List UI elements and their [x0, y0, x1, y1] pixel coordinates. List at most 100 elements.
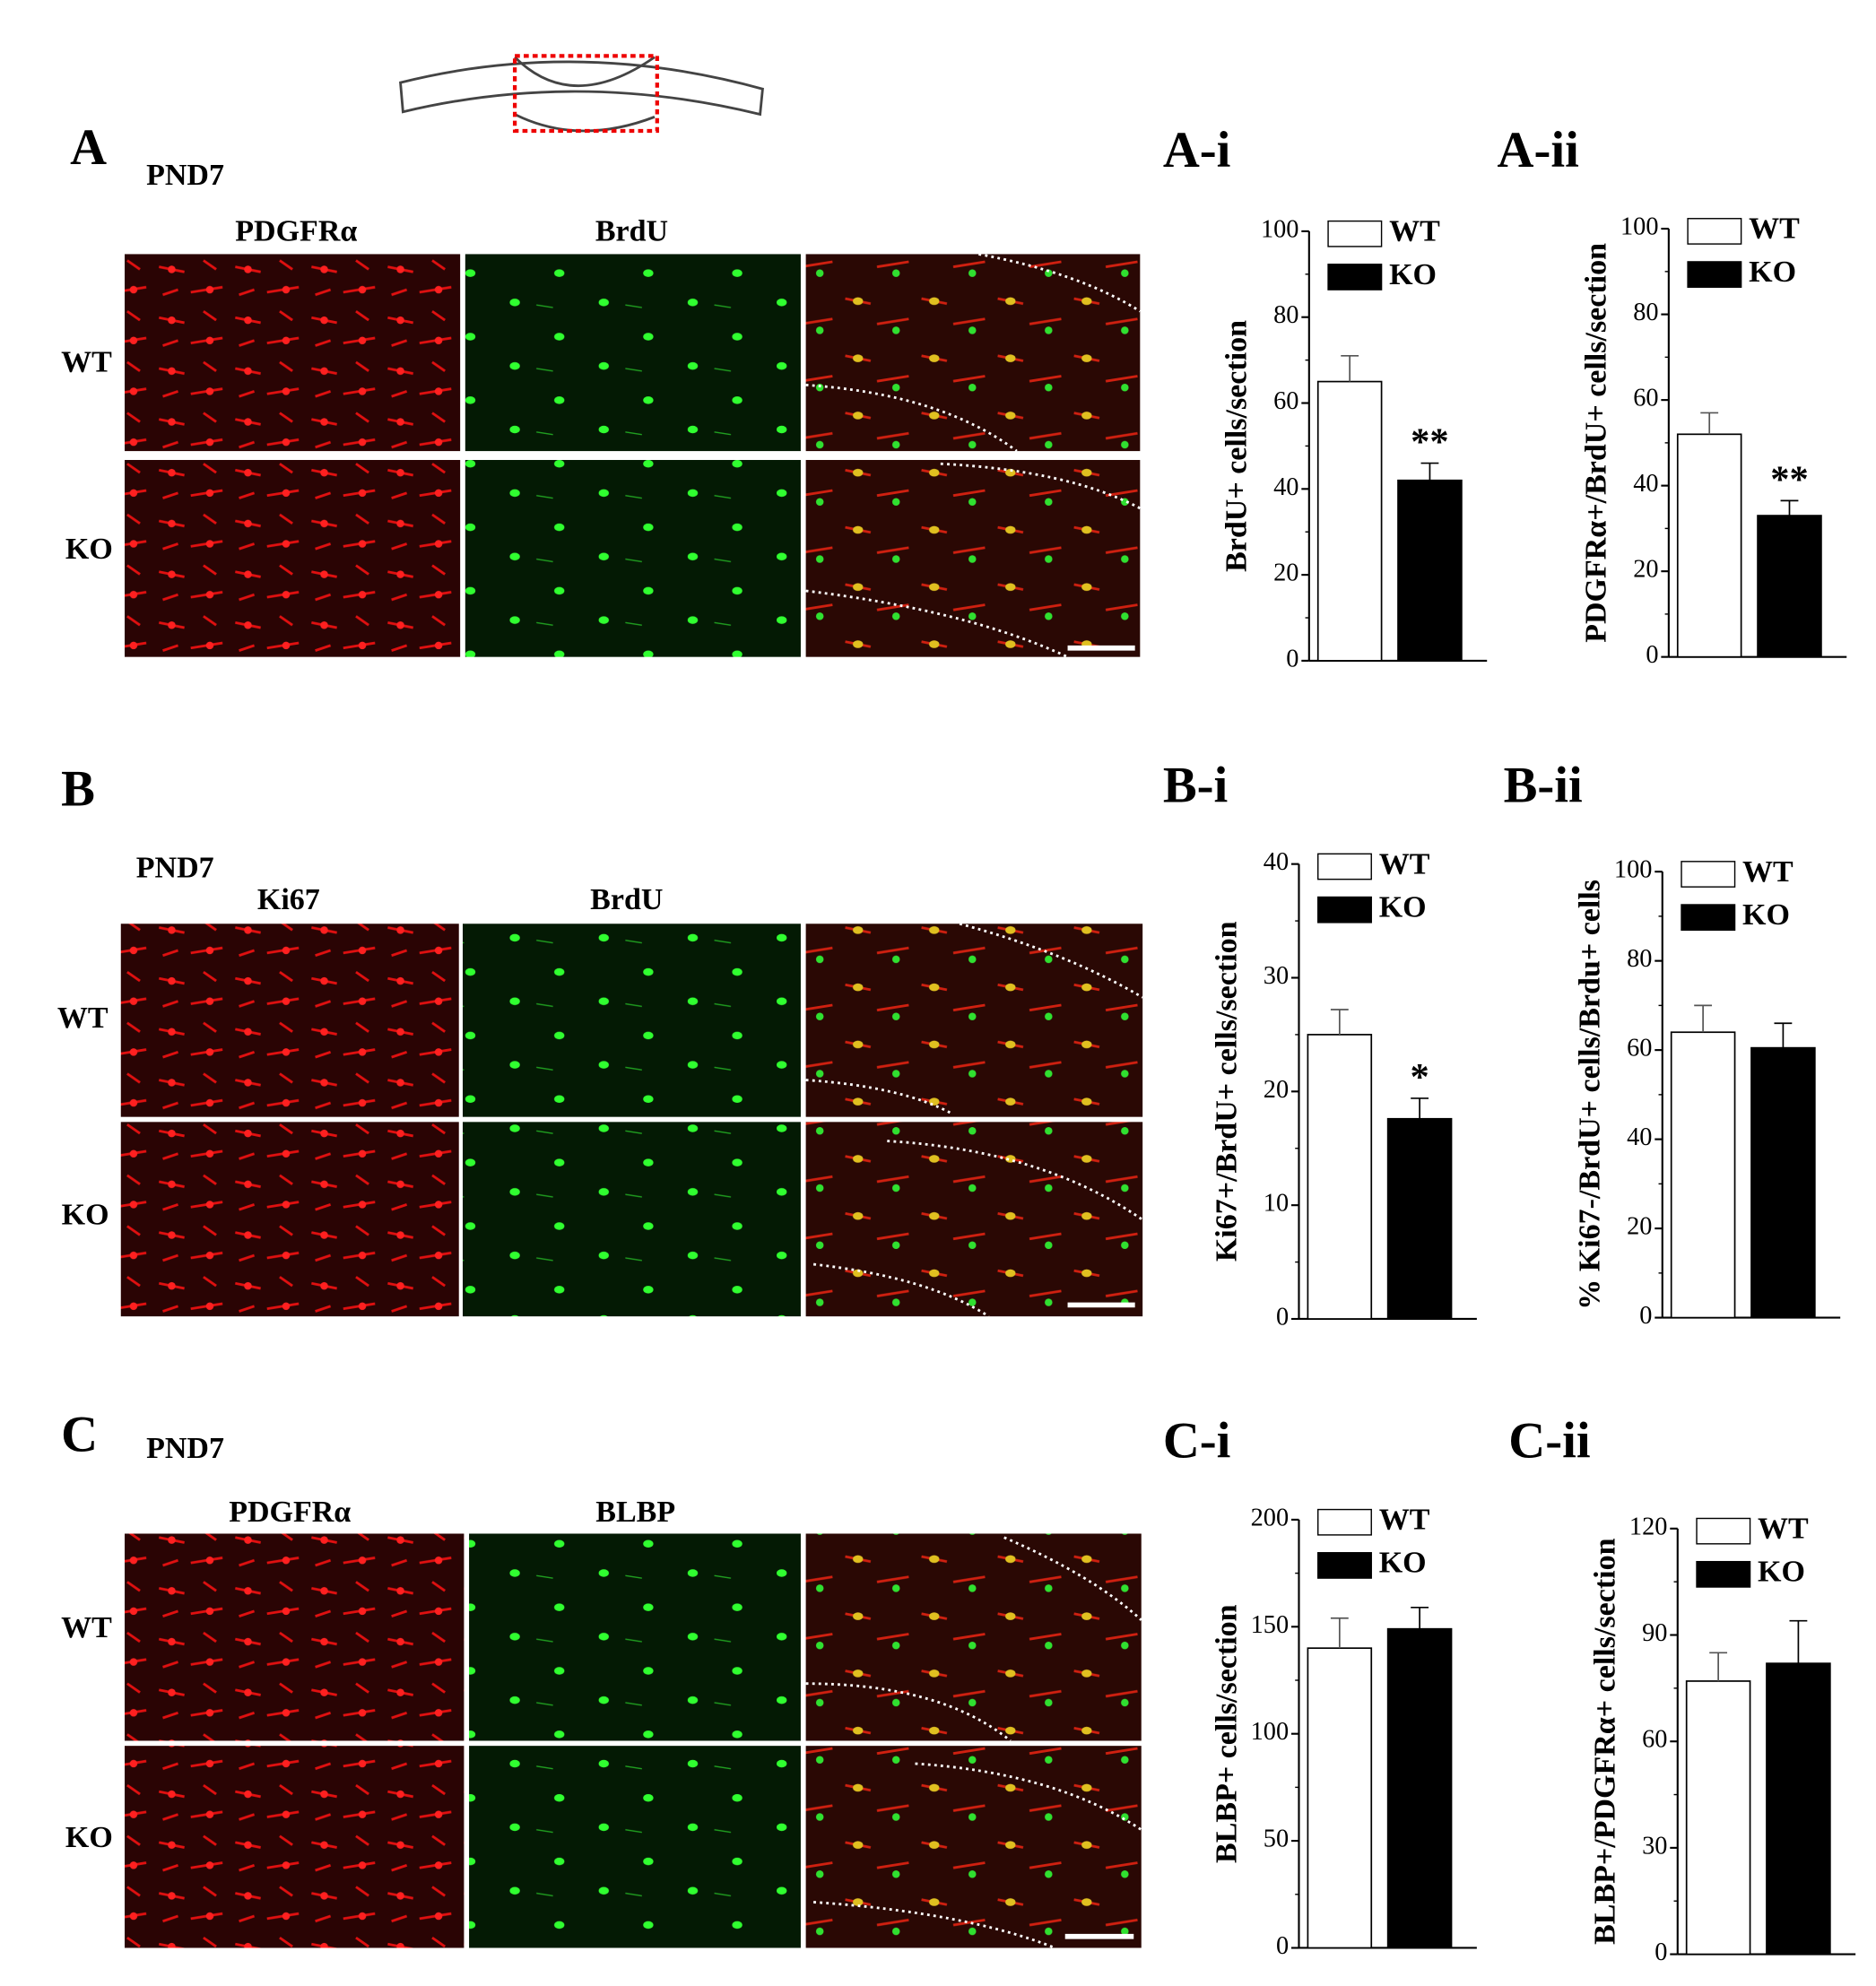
y-tick-label: 150 — [1251, 1611, 1290, 1639]
significance: * — [1410, 1056, 1429, 1098]
y-tick-label: 60 — [1273, 387, 1298, 415]
legend-swatch — [1327, 264, 1383, 291]
panel-label: B-ii — [1504, 757, 1583, 813]
legend-swatch — [1681, 861, 1736, 888]
legend-swatch — [1687, 218, 1742, 245]
bar — [1386, 1117, 1453, 1320]
micrographs — [120, 922, 1143, 1318]
y-tick-label: 80 — [1273, 301, 1298, 329]
schematic — [399, 60, 764, 117]
channel: PDGFRα — [229, 1496, 351, 1529]
micrographs — [125, 253, 1142, 658]
channel: Ki67 — [257, 883, 320, 916]
y-tick-label: 200 — [1251, 1504, 1290, 1531]
significance: ** — [1770, 458, 1809, 500]
y-axis-label: BLBP+ cells/section — [1210, 1604, 1243, 1863]
row-label: KO — [62, 1198, 109, 1231]
panel-label: B-i — [1163, 757, 1228, 813]
stage: PND7 — [146, 159, 224, 192]
panel-label: A — [70, 119, 107, 176]
panel-label: C — [61, 1407, 98, 1463]
legend-label: KO — [1749, 256, 1796, 289]
micrographs — [125, 1533, 1142, 1949]
y-tick-label: 120 — [1629, 1513, 1668, 1540]
y-tick-label: 40 — [1627, 1123, 1652, 1151]
legend-swatch — [1317, 1552, 1372, 1579]
legend-swatch — [1687, 261, 1742, 288]
legend-label: WT — [1749, 212, 1800, 246]
y-tick-label: 80 — [1627, 945, 1652, 973]
channel: BLBP — [595, 1496, 675, 1529]
row-label: WT — [61, 346, 112, 379]
bar — [1386, 1627, 1453, 1949]
legend-label: KO — [1742, 898, 1790, 932]
bar — [1307, 1034, 1373, 1320]
y-tick-label: 40 — [1264, 848, 1289, 876]
stage: PND7 — [136, 852, 214, 885]
bar — [1316, 380, 1383, 662]
legend-swatch — [1317, 896, 1372, 924]
y-tick-label: 50 — [1264, 1826, 1289, 1853]
y-tick-label: 0 — [1639, 1302, 1652, 1330]
y-axis-label: % Ki67-/BrdU+ cells/Brdu+ cells — [1574, 880, 1607, 1310]
legend-label: KO — [1379, 1547, 1427, 1580]
bar — [1766, 1662, 1831, 1956]
y-tick-label: 10 — [1264, 1190, 1289, 1218]
legend-swatch — [1681, 904, 1736, 932]
y-tick-label: 20 — [1273, 559, 1298, 587]
bar — [1685, 1680, 1751, 1956]
y-axis-label: BrdU+ cells/section — [1220, 320, 1254, 572]
y-tick-label: 100 — [1620, 213, 1659, 241]
y-tick-label: 0 — [1655, 1938, 1667, 1966]
row-label: KO — [65, 533, 113, 566]
y-tick-label: 80 — [1633, 299, 1658, 326]
y-tick-label: 90 — [1642, 1619, 1667, 1647]
legend-label: KO — [1389, 258, 1437, 291]
stage: PND7 — [146, 1432, 224, 1465]
legend-swatch — [1696, 1560, 1751, 1588]
roi-box — [512, 54, 659, 134]
legend-label: WT — [1389, 215, 1440, 248]
legend-swatch — [1327, 220, 1383, 247]
legend-label: WT — [1379, 847, 1430, 880]
bar — [1676, 433, 1742, 658]
legend-label: KO — [1758, 1556, 1805, 1589]
panel-label: C-ii — [1508, 1413, 1590, 1470]
y-axis-label: PDGFRα+/BrdU+ cells/section — [1580, 243, 1613, 643]
legend-label: WT — [1379, 1504, 1430, 1537]
y-tick-label: 100 — [1614, 856, 1653, 884]
legend-label: WT — [1758, 1512, 1809, 1545]
channel: PDGFRα — [235, 215, 357, 248]
bar — [1670, 1031, 1736, 1319]
y-axis-label: Ki67+/BrdU+ cells/section — [1210, 921, 1243, 1262]
legend-label: WT — [1742, 855, 1793, 889]
y-tick-label: 40 — [1633, 470, 1658, 498]
bar — [1750, 1046, 1816, 1319]
y-tick-label: 60 — [1627, 1035, 1652, 1062]
y-tick-label: 0 — [1286, 645, 1298, 672]
row-label: WT — [57, 1002, 109, 1035]
y-tick-label: 40 — [1273, 473, 1298, 501]
row-label: WT — [61, 1611, 112, 1644]
y-axis-label: BLBP+/PDGFRα+ cells/section — [1589, 1538, 1622, 1944]
channel: BrdU — [590, 883, 663, 916]
significance: ** — [1411, 421, 1449, 463]
bar — [1397, 479, 1463, 662]
panel-label: A-i — [1163, 122, 1231, 178]
bar — [1307, 1647, 1373, 1949]
legend-swatch — [1317, 1508, 1372, 1536]
y-tick-label: 60 — [1642, 1726, 1667, 1754]
panel-label: C-i — [1163, 1413, 1231, 1470]
panel-label: A-ii — [1498, 122, 1579, 178]
legend-swatch — [1696, 1517, 1751, 1545]
y-tick-label: 0 — [1646, 641, 1658, 669]
row-label: KO — [65, 1821, 113, 1854]
legend-label: KO — [1379, 890, 1427, 924]
y-tick-label: 20 — [1627, 1213, 1652, 1241]
schematic — [514, 56, 656, 133]
panel-label: B — [61, 761, 95, 818]
y-tick-label: 100 — [1251, 1718, 1290, 1746]
y-tick-label: 20 — [1264, 1076, 1289, 1104]
channel: BrdU — [595, 215, 668, 248]
